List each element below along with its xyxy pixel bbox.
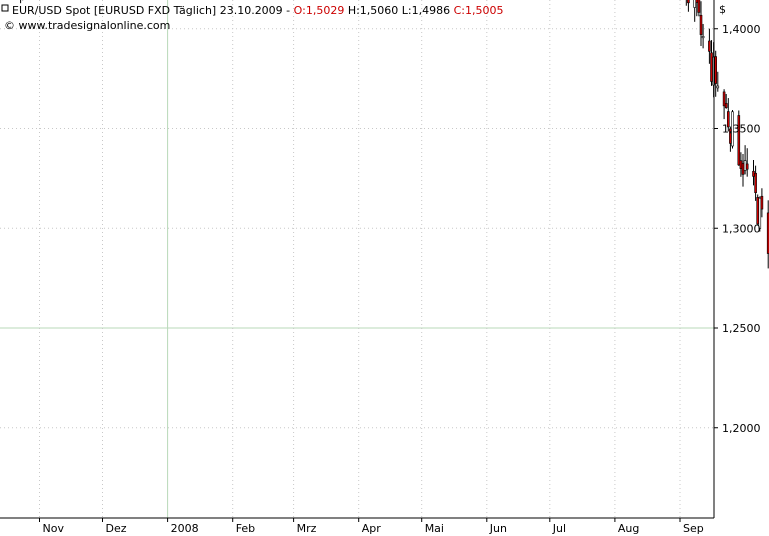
- candle-body: [754, 172, 757, 193]
- x-tick-label: Feb: [236, 522, 255, 535]
- candle-body: [714, 56, 718, 84]
- x-tick-label: Mai: [425, 522, 444, 535]
- candle-body: [739, 160, 743, 169]
- y-tick-label: 1,2500: [722, 322, 761, 335]
- source-credit: © www.tradesignalonline.com: [4, 19, 170, 32]
- candle-body: [693, 0, 697, 8]
- candle-body: [731, 111, 734, 147]
- x-tick-label: Jul: [552, 522, 566, 535]
- x-tick-label: 2008: [171, 522, 199, 535]
- y-tick-label: 1,3500: [722, 123, 761, 136]
- candle-body: [697, 0, 701, 13]
- plot-background: [0, 0, 714, 518]
- header-close: C:1,5005: [454, 4, 504, 17]
- candle-body: [716, 85, 720, 89]
- x-tick-label: Jun: [489, 522, 507, 535]
- candle-body: [745, 163, 749, 170]
- candle-body: [724, 103, 728, 109]
- candle-body: [695, 0, 699, 3]
- candle-body: [758, 197, 762, 229]
- header-symbol: EUR/USD Spot [EURUSD FXD Täglich] 23.10.…: [12, 4, 290, 17]
- candle-body: [741, 163, 745, 175]
- candle-body: [766, 212, 769, 254]
- candle-body: [708, 40, 711, 52]
- y-tick-label: 1,4000: [722, 23, 761, 36]
- x-tick-label: Aug: [618, 522, 639, 535]
- x-tick-label: Sep: [683, 522, 704, 535]
- candle-body: [743, 160, 747, 171]
- candle-body: [760, 195, 764, 210]
- header-marker-icon: [1, 4, 9, 12]
- candle-body: [701, 36, 705, 39]
- x-tick-label: Dez: [106, 522, 127, 535]
- candlestick-series: [20, 0, 769, 269]
- header-open: O:1,5029: [294, 4, 345, 17]
- grid: [0, 0, 714, 518]
- header-high: H:1,5060: [348, 4, 398, 17]
- chart-header: EUR/USD Spot [EURUSD FXD Täglich] 23.10.…: [12, 4, 504, 17]
- header-low: L:1,4986: [402, 4, 450, 17]
- candle-body: [726, 111, 730, 128]
- candle-body: [722, 91, 726, 107]
- currency-label: $: [719, 3, 726, 16]
- x-tick-label: Mrz: [297, 522, 317, 535]
- price-axis: 1,20001,25001,30001,35001,40001,45001,50…: [714, 23, 761, 435]
- candle-body: [756, 197, 760, 225]
- candle-body: [699, 14, 703, 35]
- candle-body: [752, 170, 755, 177]
- y-tick-label: 1,2000: [722, 422, 761, 435]
- y-tick-label: 1,3000: [722, 222, 761, 235]
- x-tick-label: Apr: [362, 522, 382, 535]
- candle-body: [710, 52, 713, 82]
- candle-body: [737, 115, 741, 166]
- candle-body: [687, 0, 690, 4]
- x-tick-label: Nov: [43, 522, 65, 535]
- time-axis: Nov Dez 2008 Feb Mrz Apr Mai Jun Jul Aug Sep: [39, 518, 704, 535]
